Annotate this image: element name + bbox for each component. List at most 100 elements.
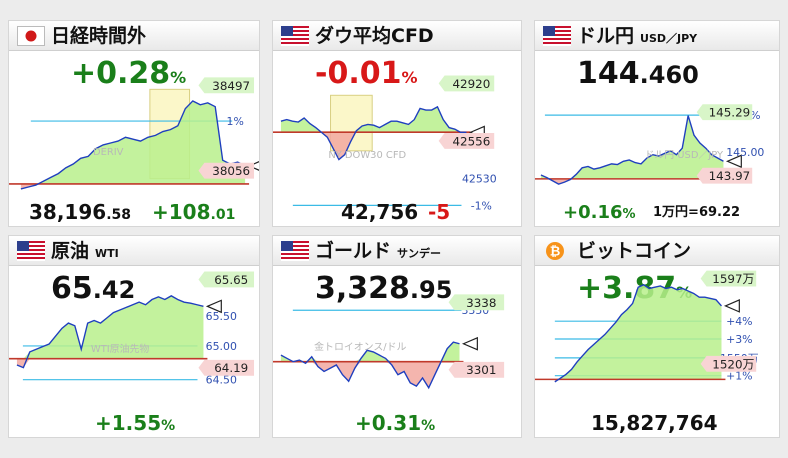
high-tag-label: 1597万 [712, 272, 754, 286]
low-tag-label: 3301 [466, 363, 496, 377]
area-above-reference [16, 295, 204, 359]
card-title: ダウ平均CFD [315, 25, 434, 47]
price-line [280, 105, 467, 161]
area-above-reference [280, 342, 460, 362]
dow-cfd-card[interactable]: ダウ平均CFD -0.01% NY DOW30 CFD -1% 42530 42920… [272, 20, 522, 227]
percent-label: 65.00 [206, 340, 237, 353]
percent-label: 1% [227, 115, 244, 128]
price-change: +108.01 [152, 200, 236, 224]
chart-watermark: DERIV [93, 147, 124, 158]
percent-label: +1% [726, 370, 752, 383]
low-tag [198, 162, 255, 179]
low-tag [696, 167, 753, 184]
price-line [554, 283, 722, 383]
high-tag-label: 65.65 [214, 273, 248, 287]
crude-oil-chart: WTI原油先物 65.50 65.00 64.50 65.65 64.19 [9, 271, 255, 387]
card-header: ₿ ビットコイン [535, 236, 779, 266]
nikkei-card[interactable]: 日経時間外 +0.28% DERIV 1% 38497 38056 38,196.58… [8, 20, 260, 227]
us-flag-icon [17, 241, 45, 261]
price: 15,827,764 [591, 411, 718, 435]
yen-conversion: 1万円=69.22 [653, 205, 741, 220]
area-above-reference [20, 100, 246, 184]
low-tag [438, 132, 495, 149]
card-header: 日経時間外 [9, 21, 259, 51]
percent-label: 65.50 [206, 310, 237, 323]
high-tag-label: 3338 [466, 296, 496, 310]
chart-watermark: WTI原油先物 [91, 342, 149, 355]
change-percent: +0.28% [71, 56, 187, 91]
low-tag-label: 38056 [212, 164, 250, 178]
gold-card[interactable]: ゴールド サンデー 3,328.95 金トロイオンス/ドル 3350 3338 3301… [272, 235, 522, 438]
high-tag-label: 38497 [212, 79, 250, 93]
card-title: ビットコイン [577, 240, 692, 262]
price: 65.42 [51, 271, 136, 306]
current-price-pointer [461, 336, 478, 351]
card-header: ダウ平均CFD [273, 21, 521, 51]
percent-label: +3% [726, 333, 752, 346]
area-above-reference [540, 115, 724, 179]
area-below-reference [280, 361, 460, 388]
high-tag [198, 77, 255, 94]
us-flag-icon [281, 26, 309, 46]
high-tag [448, 294, 505, 311]
price-line [20, 100, 246, 190]
card-header: ドル円 USD／JPY [535, 21, 779, 51]
crude-oil-card[interactable]: 原油 WTI 65.42 WTI原油先物 65.50 65.00 64.50 65.65 6… [8, 235, 260, 438]
price: 144.460 [577, 56, 699, 91]
low-tag-label: 143.97 [709, 169, 751, 183]
percent-label: -1% [471, 199, 492, 212]
current-price-pointer [725, 154, 742, 169]
us-flag-icon [543, 26, 571, 46]
card-header: ゴールド サンデー [273, 236, 521, 266]
japan-flag-icon [17, 26, 45, 46]
card-header: 原油 WTI [9, 236, 259, 266]
card-title: 日経時間外 [51, 25, 147, 47]
high-tag-label: 42920 [452, 77, 490, 91]
price-line [540, 115, 724, 185]
price-line [16, 295, 204, 369]
card-title: ドル円 USD／JPY [577, 25, 698, 47]
price-line [280, 341, 460, 390]
high-tag [696, 104, 753, 121]
high-tag [700, 270, 757, 287]
bitcoin-icon: ₿ [546, 242, 564, 260]
percent-label: 42530 [462, 173, 497, 186]
change-percent: +0.16% [563, 202, 636, 223]
svg-text:₿: ₿ [550, 245, 561, 260]
current-price-pointer [205, 299, 222, 314]
nikkei-chart: DERIV 1% 38497 38056 [9, 77, 259, 190]
card-title: ゴールド サンデー [315, 240, 442, 262]
chart-watermark: ドル円 USD／JPY [644, 149, 724, 161]
bitcoin-card[interactable]: ₿ ビットコイン +3.87% +4%+3%1550万+1%1597万1520万… [534, 235, 780, 438]
price: 38,196.58 [29, 200, 131, 224]
area-above-reference [280, 106, 467, 133]
dow-chart: NY DOW30 CFD -1% 42530 42920 42556 [273, 75, 497, 212]
high-tag [198, 271, 255, 288]
low-tag-label: 42556 [452, 134, 490, 148]
low-tag [700, 355, 757, 372]
low-tag [448, 361, 505, 378]
current-price-pointer [723, 299, 740, 313]
low-tag-label: 1520万 [712, 357, 754, 371]
percent-label: 145.00 [726, 146, 764, 159]
price: 42,756 [341, 200, 419, 224]
price: 3,328.95 [315, 271, 453, 306]
us-flag-icon [281, 241, 309, 261]
area-below-reference [16, 358, 204, 368]
area-above-reference [554, 284, 722, 380]
card-title: 原油 WTI [51, 240, 119, 262]
change-percent: -0.01% [315, 56, 418, 91]
low-tag [198, 359, 255, 376]
low-tag-label: 64.19 [214, 361, 248, 375]
percent-label: 64.50 [206, 374, 237, 387]
percent-label: +4% [726, 315, 752, 328]
price-change: -5 [428, 200, 451, 224]
change-percent: +0.31% [355, 411, 436, 435]
change-percent: +1.55% [95, 411, 176, 435]
chart-watermark: 金トロイオンス/ドル [314, 340, 406, 353]
chart-watermark: NY DOW30 CFD [328, 150, 406, 161]
